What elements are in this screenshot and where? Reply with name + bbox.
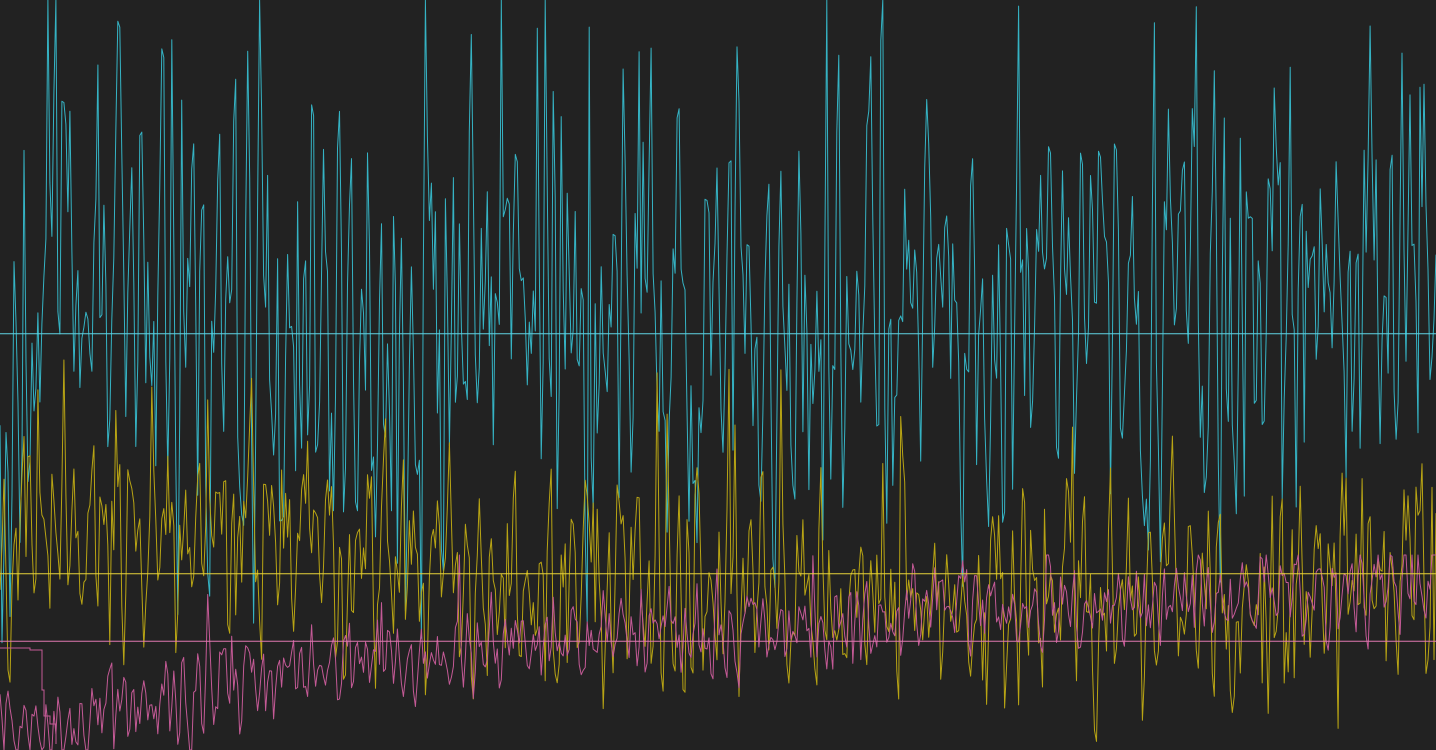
startup-stair-trace (0, 647, 57, 744)
series-line-3 (0, 554, 1436, 750)
series-line-1 (0, 0, 1436, 644)
reference-lines-layer (0, 333, 1436, 642)
